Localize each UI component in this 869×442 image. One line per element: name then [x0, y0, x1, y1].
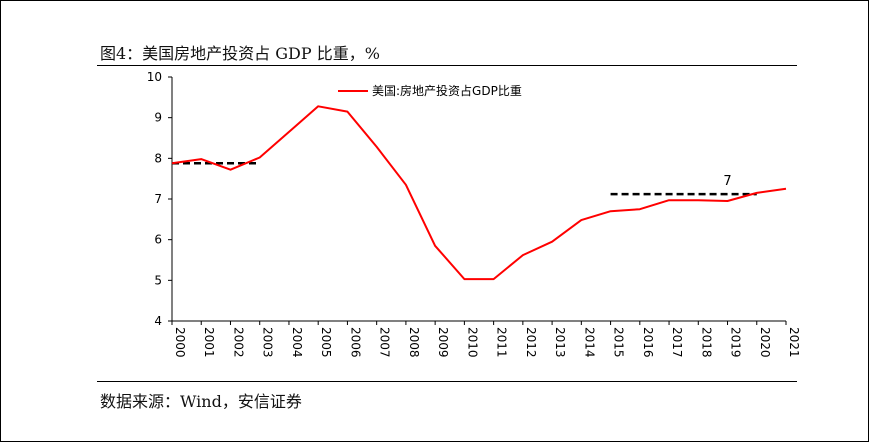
x-tick-label: 2011: [495, 327, 509, 358]
source-rule: [97, 381, 797, 382]
chart-series: [171, 105, 787, 281]
legend-label: 美国:房地产投资占GDP比重: [372, 83, 522, 98]
x-tick-label: 2017: [670, 327, 684, 358]
x-tick-label: 2010: [465, 327, 479, 358]
x-tick-label: 2021: [787, 327, 801, 358]
y-tick-label: 4: [154, 314, 162, 328]
figure-source: 数据来源：Wind，安信证券: [100, 392, 302, 411]
x-tick-label: 2016: [641, 327, 655, 358]
x-tick-label: 2020: [758, 327, 772, 358]
x-tick-label: 2002: [231, 327, 245, 358]
y-tick-label: 9: [154, 111, 162, 125]
chart-axes: 4 5 6 7 8 9 10 2000 2001 2002 2003 2004 2005 2006 2007…: [147, 70, 801, 358]
figure-title: 图4：美国房地产投资占 GDP 比重，%: [100, 44, 380, 63]
x-tick-label: 2012: [524, 327, 538, 358]
x-tick-label: 2005: [319, 327, 333, 358]
y-tick-label: 7: [154, 192, 162, 206]
title-rule: [97, 65, 797, 66]
reference-lines: [172, 161, 757, 196]
x-tick-label: 2018: [699, 327, 713, 358]
x-tick-label: 2003: [261, 327, 275, 358]
x-tick-label: 2000: [173, 327, 187, 358]
chart-annotations: 7: [723, 174, 731, 189]
x-tick-label: 2009: [436, 327, 450, 358]
x-tick-label: 2004: [290, 327, 304, 358]
x-tick-label: 2013: [553, 327, 567, 358]
x-tick-label: 2019: [729, 327, 743, 358]
x-tick-label: 2014: [582, 327, 596, 358]
x-tick-label: 2015: [612, 327, 626, 358]
annotation-label: 7: [723, 174, 731, 189]
y-tick-label: 6: [154, 233, 162, 247]
x-tick-label: 2006: [348, 327, 362, 358]
x-tick-label: 2007: [378, 327, 392, 358]
y-tick-label: 5: [154, 273, 162, 287]
chart-legend: 美国:房地产投资占GDP比重: [338, 83, 522, 98]
series-line: [171, 105, 787, 281]
y-tick-label: 8: [154, 151, 162, 165]
x-tick-label: 2001: [202, 327, 216, 358]
x-tick-label: 2008: [407, 327, 421, 358]
y-tick-label: 10: [147, 70, 162, 84]
